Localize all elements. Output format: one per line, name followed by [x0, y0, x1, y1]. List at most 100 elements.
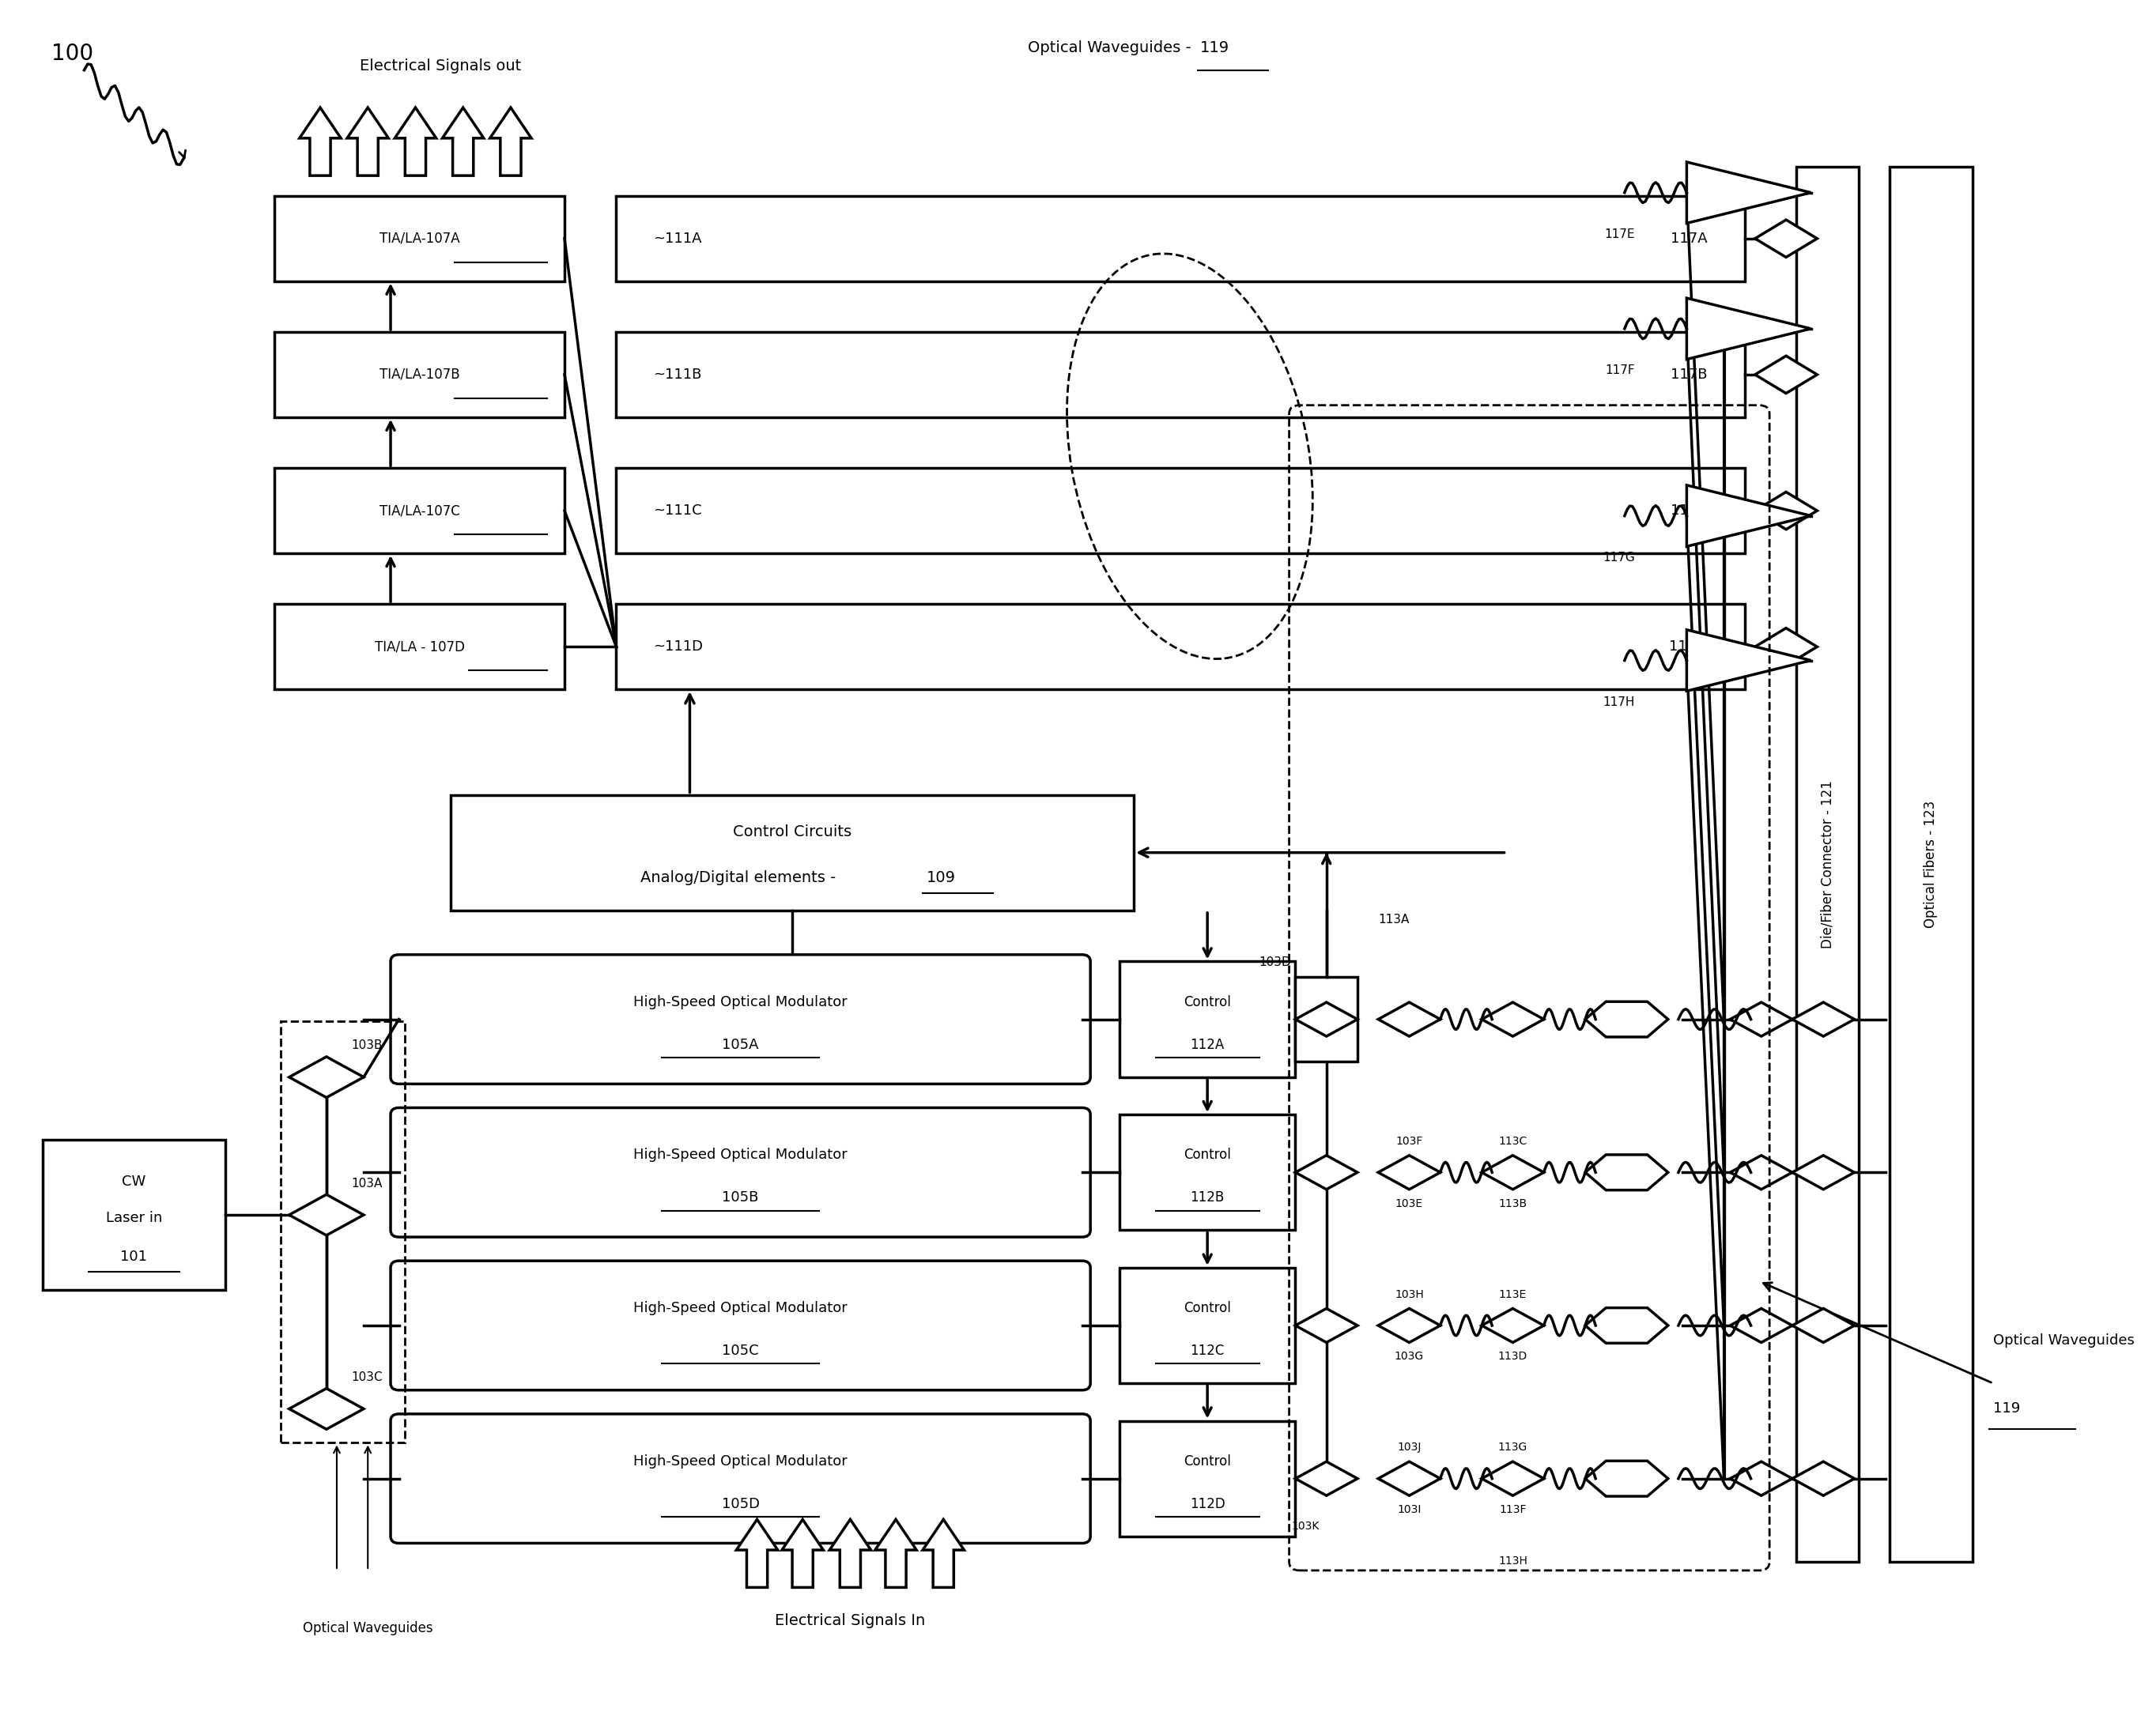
Polygon shape: [289, 1056, 364, 1097]
Polygon shape: [1792, 1308, 1854, 1342]
Polygon shape: [830, 1519, 871, 1587]
Bar: [274, 195, 565, 281]
Text: ~111D: ~111D: [653, 640, 703, 654]
Bar: [1119, 1421, 1296, 1536]
Text: Optical Fibers - 123: Optical Fibers - 123: [1923, 801, 1938, 928]
Text: High-Speed Optical Modulator: High-Speed Optical Modulator: [634, 995, 847, 1008]
Text: Control Circuits: Control Circuits: [733, 823, 852, 839]
Text: 115D: 115D: [1606, 1472, 1636, 1484]
Polygon shape: [1585, 1460, 1669, 1496]
Polygon shape: [923, 1519, 964, 1587]
Text: High-Speed Optical Modulator: High-Speed Optical Modulator: [634, 1301, 847, 1315]
Text: 105B: 105B: [722, 1192, 759, 1205]
Text: 113A: 113A: [1378, 914, 1410, 926]
Polygon shape: [1481, 1002, 1544, 1036]
FancyBboxPatch shape: [390, 1260, 1091, 1390]
Bar: [1889, 168, 1973, 1561]
Polygon shape: [737, 1519, 778, 1587]
Text: 112D: 112D: [1190, 1496, 1225, 1512]
Text: Laser in: Laser in: [106, 1210, 162, 1226]
Text: 103F: 103F: [1395, 1135, 1423, 1147]
Polygon shape: [1755, 356, 1818, 394]
Text: 117D: 117D: [1669, 640, 1708, 654]
Text: 113E: 113E: [1498, 1289, 1526, 1299]
FancyBboxPatch shape: [390, 1414, 1091, 1543]
Polygon shape: [1755, 491, 1818, 529]
Bar: [617, 195, 1744, 281]
Polygon shape: [783, 1519, 824, 1587]
Text: 103I: 103I: [1397, 1505, 1421, 1515]
Text: 113D: 113D: [1498, 1351, 1526, 1363]
Text: 103C: 103C: [351, 1371, 382, 1383]
Text: Electrical Signals In: Electrical Signals In: [774, 1613, 925, 1628]
Polygon shape: [1792, 1156, 1854, 1190]
Polygon shape: [289, 1195, 364, 1236]
Text: ~111B: ~111B: [653, 368, 703, 382]
Text: Control: Control: [1184, 1149, 1231, 1162]
Polygon shape: [1792, 1002, 1854, 1036]
Polygon shape: [1378, 1308, 1440, 1342]
Polygon shape: [300, 108, 341, 176]
Text: High-Speed Optical Modulator: High-Speed Optical Modulator: [634, 1453, 847, 1469]
Text: 117C: 117C: [1671, 503, 1708, 517]
Bar: [274, 332, 565, 418]
Text: 112A: 112A: [1190, 1037, 1225, 1051]
Polygon shape: [1686, 630, 1811, 692]
Polygon shape: [1481, 1308, 1544, 1342]
Polygon shape: [1686, 163, 1811, 223]
Text: 115B: 115B: [1606, 1168, 1634, 1178]
Bar: [1119, 1267, 1296, 1383]
Text: 117H: 117H: [1604, 697, 1634, 709]
Text: Electrical Signals out: Electrical Signals out: [360, 58, 522, 74]
Text: 113B: 113B: [1498, 1198, 1526, 1209]
Bar: [274, 604, 565, 690]
Polygon shape: [1296, 1156, 1358, 1190]
Polygon shape: [1585, 1154, 1669, 1190]
Text: TIA/LA-107B: TIA/LA-107B: [379, 368, 459, 382]
Text: 105D: 105D: [722, 1496, 759, 1512]
Bar: [617, 604, 1744, 690]
Text: 119: 119: [1201, 41, 1229, 55]
Text: 105A: 105A: [722, 1037, 759, 1051]
Text: Optical Waveguides: Optical Waveguides: [1992, 1334, 2134, 1347]
Text: 117G: 117G: [1602, 551, 1634, 563]
Polygon shape: [1585, 1002, 1669, 1037]
Text: 117E: 117E: [1604, 228, 1634, 240]
Polygon shape: [1729, 1002, 1792, 1036]
Text: 101: 101: [121, 1250, 147, 1263]
Text: ~111A: ~111A: [653, 231, 703, 245]
Polygon shape: [875, 1519, 916, 1587]
Bar: [617, 332, 1744, 418]
Text: 100: 100: [52, 43, 93, 65]
Polygon shape: [1296, 1308, 1358, 1342]
Bar: [1796, 168, 1858, 1561]
Polygon shape: [1585, 1308, 1669, 1344]
Polygon shape: [1729, 1462, 1792, 1496]
Text: 113H: 113H: [1498, 1554, 1526, 1566]
Text: 115C: 115C: [1606, 1320, 1634, 1330]
FancyBboxPatch shape: [390, 1108, 1091, 1238]
Text: 112C: 112C: [1190, 1344, 1225, 1358]
Text: 113F: 113F: [1498, 1505, 1526, 1515]
Text: Analog/Digital elements -: Analog/Digital elements -: [640, 870, 841, 885]
Polygon shape: [1378, 1156, 1440, 1190]
Polygon shape: [1729, 1156, 1792, 1190]
Polygon shape: [1481, 1156, 1544, 1190]
Bar: [1119, 1115, 1296, 1231]
Polygon shape: [1792, 1462, 1854, 1496]
Text: 109: 109: [927, 870, 955, 885]
Text: 105C: 105C: [722, 1344, 759, 1358]
Polygon shape: [1686, 298, 1811, 360]
Text: TIA/LA - 107D: TIA/LA - 107D: [375, 640, 466, 654]
Text: 119: 119: [1992, 1402, 2020, 1416]
FancyBboxPatch shape: [390, 955, 1091, 1084]
Text: 117B: 117B: [1671, 368, 1708, 382]
Text: 103D: 103D: [1259, 957, 1291, 969]
Text: 103A: 103A: [351, 1178, 382, 1190]
Polygon shape: [347, 108, 388, 176]
Text: Optical Waveguides -: Optical Waveguides -: [1028, 41, 1197, 55]
Text: 103H: 103H: [1395, 1289, 1423, 1299]
Polygon shape: [1729, 1308, 1792, 1342]
Text: CW: CW: [123, 1174, 147, 1190]
Polygon shape: [489, 108, 530, 176]
